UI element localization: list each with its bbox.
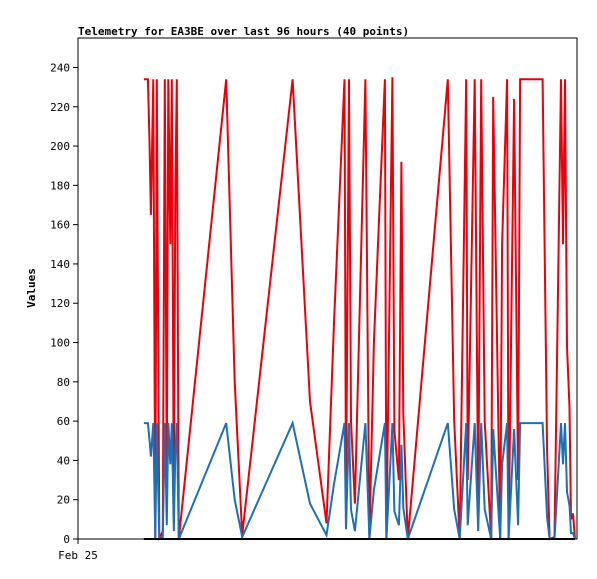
series-line-1 <box>143 77 576 541</box>
series-line-2 <box>143 419 576 541</box>
y-tick-label: 100 <box>50 337 70 350</box>
y-tick-label: 180 <box>50 179 70 192</box>
y-tick-label: 80 <box>57 376 70 389</box>
y-tick-label: 160 <box>50 219 70 232</box>
y-tick-label: 240 <box>50 61 70 74</box>
y-tick-label: 0 <box>63 533 70 546</box>
y-tick-label: 200 <box>50 140 70 153</box>
series-layer <box>143 77 576 541</box>
y-tick-label: 120 <box>50 297 70 310</box>
x-tick-label: Feb 25 <box>58 549 98 562</box>
y-tick-label: 140 <box>50 258 70 271</box>
chart-title: Telemetry for EA3BE over last 96 hours (… <box>78 25 409 38</box>
x-axis: Feb 25 <box>58 539 98 562</box>
y-tick-label: 220 <box>50 101 70 114</box>
y-axis-label: Values <box>25 268 38 308</box>
y-tick-label: 20 <box>57 494 70 507</box>
y-tick-label: 40 <box>57 454 70 467</box>
y-axis: 0 20 40 60 80 100 120 140 160 180 200 220 240 <box>50 61 78 546</box>
y-tick-label: 60 <box>57 415 70 428</box>
